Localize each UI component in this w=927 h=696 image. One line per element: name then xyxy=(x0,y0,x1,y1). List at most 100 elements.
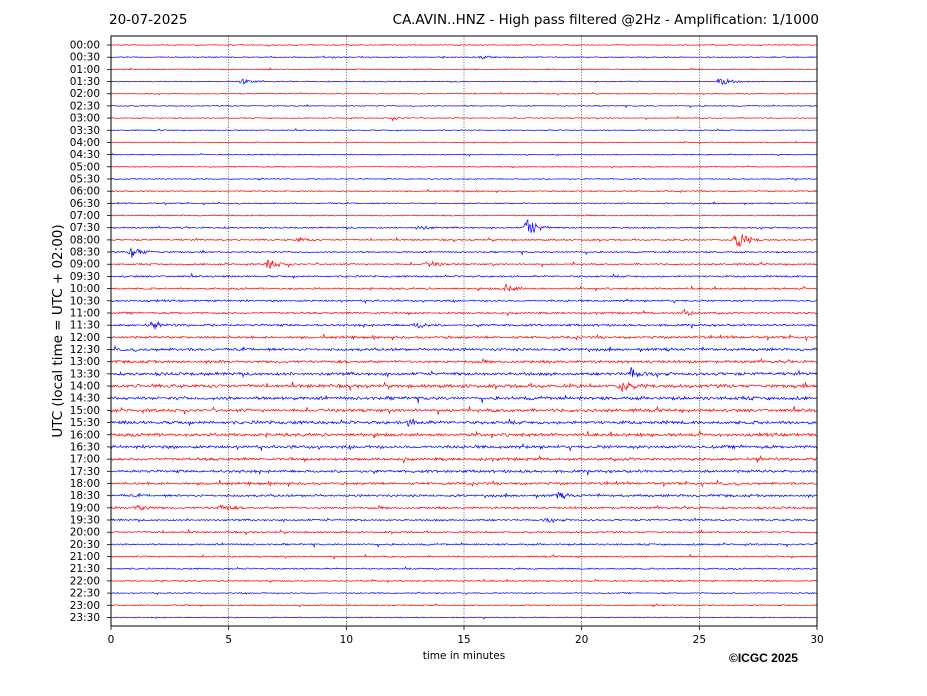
y-tick-label: 19:00 xyxy=(70,502,100,514)
y-tick-label: 05:00 xyxy=(70,161,100,173)
trace-0900 xyxy=(110,259,817,269)
y-tick-label: 08:30 xyxy=(70,247,100,259)
y-tick-label: 06:30 xyxy=(70,198,100,210)
y-tick-label: 16:30 xyxy=(70,441,100,453)
chart-title: CA.AVIN..HNZ - High pass filtered @2Hz -… xyxy=(392,12,819,28)
y-tick-label: 11:00 xyxy=(70,307,100,319)
trace-1730 xyxy=(110,469,817,476)
trace-1000 xyxy=(110,283,817,292)
trace-0400 xyxy=(110,140,817,145)
y-tick-label: 13:00 xyxy=(70,356,100,368)
trace-1930 xyxy=(110,517,817,524)
trace-2130 xyxy=(110,566,817,571)
trace-1700 xyxy=(110,454,817,464)
y-tick-label: 23:30 xyxy=(70,612,100,624)
y-tick-label: 14:00 xyxy=(70,381,100,393)
y-tick-label: 03:30 xyxy=(70,125,100,137)
y-tick-label: 07:30 xyxy=(70,222,100,234)
y-tick-label: 12:00 xyxy=(70,332,100,344)
trace-1900 xyxy=(110,504,817,511)
y-tick-label: 01:00 xyxy=(70,64,100,76)
trace-0130 xyxy=(110,78,817,86)
trace-0700 xyxy=(110,213,817,217)
y-tick-label: 00:30 xyxy=(70,52,100,64)
y-tick-label: 17:00 xyxy=(70,454,100,466)
y-tick-label: 22:00 xyxy=(70,575,100,587)
y-tick-label: 09:00 xyxy=(70,259,100,271)
trace-0100 xyxy=(110,67,817,71)
x-tick-label: 15 xyxy=(457,634,470,646)
y-tick-label: 08:00 xyxy=(70,234,100,246)
trace-0030 xyxy=(110,55,817,60)
trace-0000 xyxy=(110,43,817,47)
y-tick-label: 02:30 xyxy=(70,100,100,112)
x-tick-label: 5 xyxy=(225,634,232,646)
y-tick-label: 16:00 xyxy=(70,429,100,441)
y-tick-label: 15:30 xyxy=(70,417,100,429)
y-tick-label: 02:00 xyxy=(70,88,100,100)
trace-0530 xyxy=(110,177,817,182)
trace-1300 xyxy=(110,357,817,365)
x-tick-label: 10 xyxy=(340,634,353,646)
x-tick-label: 0 xyxy=(108,634,115,646)
trace-0830 xyxy=(110,247,817,258)
trace-0200 xyxy=(110,91,817,96)
y-tick-label: 09:30 xyxy=(70,271,100,283)
y-tick-label: 21:30 xyxy=(70,563,100,575)
y-tick-label: 17:30 xyxy=(70,466,100,478)
trace-1130 xyxy=(110,320,817,330)
y-tick-label: 19:30 xyxy=(70,515,100,527)
trace-0230 xyxy=(110,103,817,109)
y-tick-label: 06:00 xyxy=(70,186,100,198)
trace-1830 xyxy=(110,491,817,500)
trace-1530 xyxy=(110,418,817,427)
trace-1200 xyxy=(110,333,817,342)
trace-1330 xyxy=(110,367,817,379)
trace-0930 xyxy=(110,272,817,280)
trace-0600 xyxy=(110,188,817,194)
x-tick-label: 25 xyxy=(693,634,706,646)
copyright-label: ©ICGC 2025 xyxy=(729,651,798,665)
trace-1030 xyxy=(110,298,817,305)
y-tick-label: 00:00 xyxy=(70,40,100,52)
trace-0800 xyxy=(110,233,817,247)
trace-1230 xyxy=(110,345,817,353)
y-tick-label: 13:30 xyxy=(70,368,100,380)
y-tick-label: 03:00 xyxy=(70,113,100,125)
y-tick-label: 11:30 xyxy=(70,320,100,332)
trace-2100 xyxy=(110,553,817,560)
y-tick-label: 04:30 xyxy=(70,149,100,161)
trace-2300 xyxy=(110,603,817,608)
trace-0730 xyxy=(110,219,817,233)
trace-0500 xyxy=(110,165,817,169)
trace-0300 xyxy=(110,115,817,122)
trace-1500 xyxy=(110,405,817,415)
y-tick-label: 10:30 xyxy=(70,295,100,307)
trace-0330 xyxy=(110,128,817,132)
trace-2030 xyxy=(110,542,817,549)
trace-2200 xyxy=(110,578,817,584)
y-tick-label: 20:00 xyxy=(70,527,100,539)
trace-1400 xyxy=(110,381,817,392)
trace-1600 xyxy=(110,430,817,439)
y-tick-label: 10:00 xyxy=(70,283,100,295)
y-tick-label: 14:30 xyxy=(70,393,100,405)
y-tick-label: 01:30 xyxy=(70,76,100,88)
x-tick-label: 30 xyxy=(810,634,823,646)
y-tick-label: 12:30 xyxy=(70,344,100,356)
trace-1630 xyxy=(110,443,817,452)
y-tick-label: 21:00 xyxy=(70,551,100,563)
y-tick-label: 07:00 xyxy=(70,210,100,222)
y-tick-label: 04:00 xyxy=(70,137,100,149)
y-tick-label: 05:30 xyxy=(70,173,100,185)
y-tick-label: 18:00 xyxy=(70,478,100,490)
x-tick-label: 20 xyxy=(575,634,588,646)
trace-0630 xyxy=(110,201,817,206)
y-tick-label: 15:00 xyxy=(70,405,100,417)
y-tick-label: 22:30 xyxy=(70,588,100,600)
trace-2230 xyxy=(110,591,817,596)
trace-1100 xyxy=(110,308,817,317)
trace-2000 xyxy=(110,528,817,536)
trace-2330 xyxy=(110,616,817,620)
